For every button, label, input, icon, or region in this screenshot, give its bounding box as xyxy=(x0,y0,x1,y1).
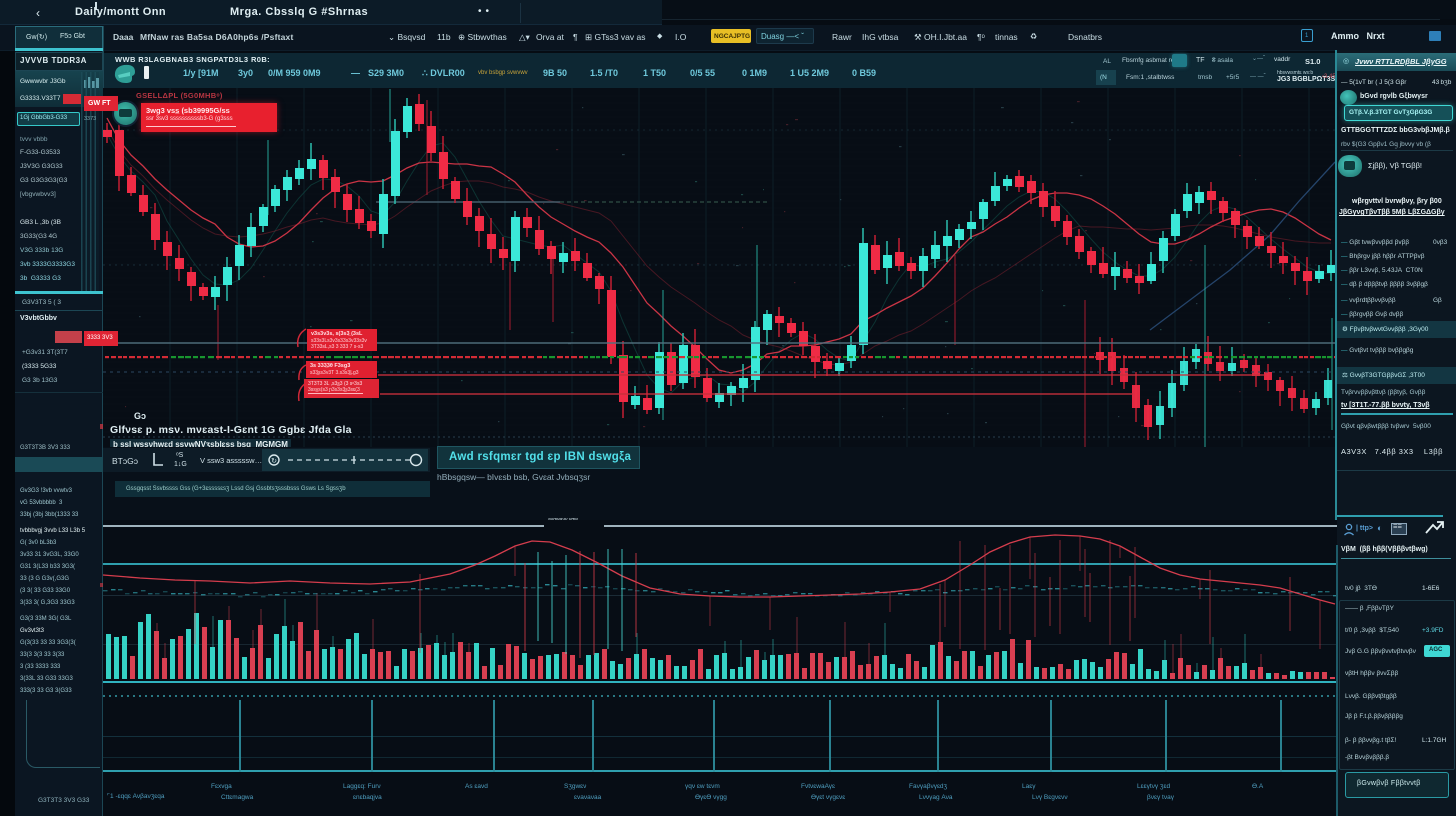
svg-text:↻: ↻ xyxy=(271,458,277,465)
